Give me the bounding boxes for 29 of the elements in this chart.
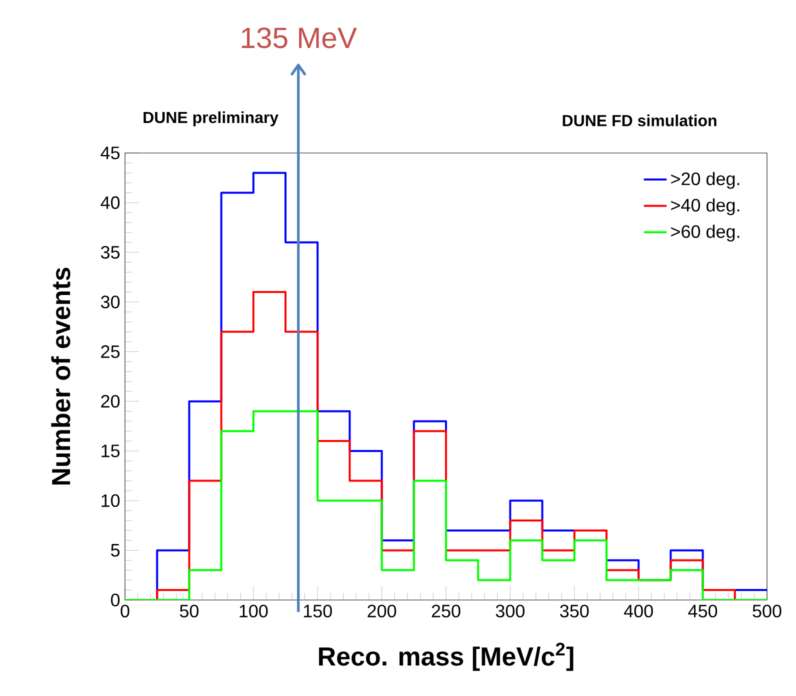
y-tick-label: 40 xyxy=(100,196,120,210)
x-tick-label: 200 xyxy=(368,604,396,618)
x-tick-label: 500 xyxy=(752,604,782,618)
x-tick-label: 150 xyxy=(304,604,332,618)
y-tick-label: 10 xyxy=(102,494,120,508)
y-tick-label: 15 xyxy=(102,444,120,458)
y-tick-label: 30 xyxy=(100,296,120,308)
legend-label: >60 deg. xyxy=(671,224,740,242)
y-tick-label: 5 xyxy=(110,544,120,557)
y-tick-label: 35 xyxy=(100,246,120,259)
text: DUNE FD simulation xyxy=(562,114,716,126)
x-tick-label: 100 xyxy=(240,604,268,618)
x-tick-label: 450 xyxy=(688,604,718,618)
x-tick-label: 350 xyxy=(560,604,589,618)
x-tick-label: 400 xyxy=(624,604,653,618)
x-axis-title: Reco. mass [MeV/c$^{2}$] xyxy=(319,642,574,671)
x-tick-label: 0 xyxy=(120,604,130,618)
y-tick-label: 0 xyxy=(110,594,120,606)
legend-label: >20 deg. xyxy=(671,172,740,189)
x-tick-label: 50 xyxy=(180,604,199,618)
legend-label: >40 deg. xyxy=(671,198,740,216)
text: DUNE preliminary xyxy=(144,111,278,126)
x-tick-label: 250 xyxy=(432,604,460,618)
y-tick-label: 25 xyxy=(101,345,120,358)
y-axis-title: Number of events xyxy=(51,268,70,485)
y-tick-label: 20 xyxy=(101,394,120,408)
ref-line-label: 135 MeV xyxy=(242,28,357,48)
x-tick-label: 300 xyxy=(496,604,525,618)
y-tick-label: 45 xyxy=(100,146,120,160)
